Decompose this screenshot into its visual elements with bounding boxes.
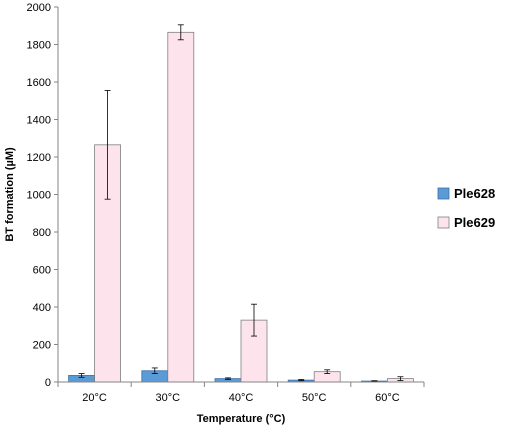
y-tick-label: 800 [33,227,51,239]
bars-group [68,31,414,383]
y-tick-label: 1000 [27,190,51,202]
y-tick-label: 400 [33,302,51,314]
legend-swatch-ple629 [437,216,450,229]
y-tick-label: 0 [45,377,51,389]
y-tick-label: 2000 [27,2,51,14]
x-tick-label: 60°C [375,392,400,404]
x-tick-label: 50°C [302,392,327,404]
y-tick-label: 600 [33,265,51,277]
y-tick-label: 200 [33,340,51,352]
y-tick-label: 1800 [27,40,51,52]
y-tick-label: 1400 [27,115,51,127]
y-axis-ticks: 0 200 400 600 800 1000 1200 1400 1600 1800 2000 [27,2,58,389]
x-tick-label: 30°C [156,392,181,404]
x-tick-label: 40°C [229,392,254,404]
y-tick-label: 1600 [27,77,51,89]
bar-ple629-1 [167,31,195,383]
legend-label-ple629: Ple629 [454,215,495,230]
legend-swatch-ple628 [437,187,450,200]
legend-label-ple628: Ple628 [454,186,495,201]
x-tick-label: 20°C [82,392,107,404]
x-axis-title: Temperature (°C) [197,413,286,425]
y-tick-label: 1200 [27,152,51,164]
error-bars-group [78,24,404,382]
y-axis-title: BT formation (µM) [4,147,16,242]
x-axis-ticks: 20°C 30°C 40°C 50°C 60°C [57,382,425,404]
legend: Ple628 Ple629 [437,186,495,230]
